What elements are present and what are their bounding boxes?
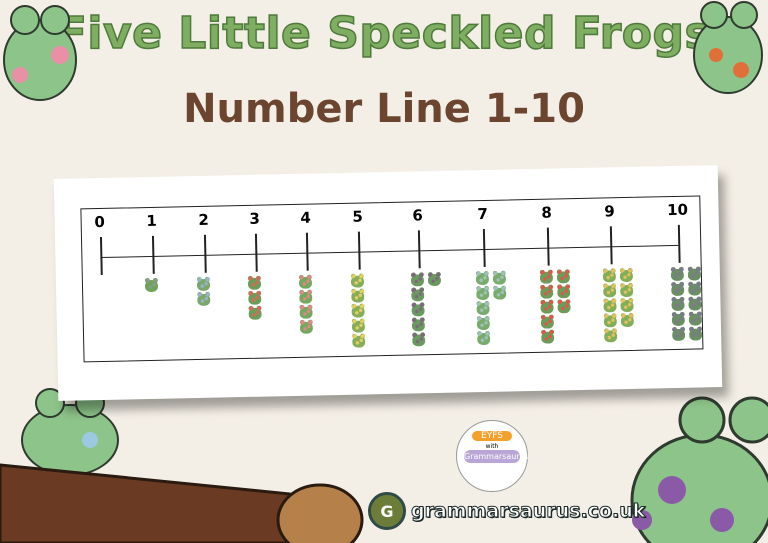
frog-icon [411,289,425,302]
frog-group-4 [298,276,332,334]
frog-icon [350,275,365,288]
frog-group-1 [144,279,177,293]
frog-group-5 [350,275,385,348]
frog-icon [604,330,618,343]
frog-icon [299,306,313,319]
frog-icon [476,317,491,331]
number-line-card: 0 1 2 3 4 5 6 7 8 9 10 [53,165,723,401]
frog-group-8 [539,271,574,344]
frog-icon [602,270,617,283]
frog-icon [540,316,554,329]
eyfs-badge: EYFS with Grammarsaurus [456,420,529,492]
frog-icon [556,271,571,284]
frog-icon [197,293,211,306]
tick-label-6: 6 [412,206,423,225]
frog-icon [410,274,425,287]
frog-icon [299,321,314,334]
frog-icon [492,272,507,285]
frog-icon [412,334,426,347]
frog-icon [196,278,211,291]
tick-10 [677,224,681,263]
frog-icon [688,298,702,311]
frog-top-right-illustration [693,1,763,94]
frog-icon [671,313,685,327]
number-line-box: 0 1 2 3 4 5 6 7 8 9 10 [80,195,705,363]
frog-icon [351,320,366,333]
frog-icon [687,268,702,281]
frog-icon [476,287,490,301]
badge-grammarsaurus: Grammarsaurus [464,450,529,463]
frog-icon [671,283,685,297]
frog-icon [351,305,365,318]
frog-bottom-right-illustration [630,396,768,543]
frog-icon [540,301,554,314]
number-line-axis [100,244,679,259]
frog-top-left-illustration [3,5,77,101]
badge-with: with [485,443,499,450]
frog-group-9 [602,269,637,343]
frog-icon [427,273,442,287]
log-illustration [0,463,364,543]
frog-group-10 [670,268,705,342]
frog-icon [671,298,685,312]
tick-label-5: 5 [352,207,364,226]
frog-icon [619,269,634,283]
frog-group-6 [410,273,445,347]
frog-icon [411,304,425,317]
page-subtitle: Number Line 1-10 [183,86,585,132]
tick-label-7: 7 [477,204,488,224]
tick-label-10: 10 [666,200,689,220]
frog-icon [672,328,686,342]
logo-icon: G [368,492,406,530]
tick-label-9: 9 [604,202,615,221]
frog-group-3 [247,277,281,320]
frog-icon [493,287,507,300]
frog-group-2 [196,278,230,306]
frog-icon [670,268,685,282]
frog-icon [688,283,702,296]
frog-icon [299,291,313,304]
frog-icon [540,286,554,299]
tick-label-0: 0 [94,212,106,232]
tick-label-2: 2 [198,210,210,229]
frog-icon [688,313,702,326]
logo-url[interactable]: grammarsaurus.co.uk [410,500,646,523]
frog-icon [248,307,262,320]
frog-icon [603,300,617,313]
tick-label-3: 3 [249,209,261,228]
frog-icon [351,290,365,303]
frog-icon [476,302,490,316]
badge-eyfs: EYFS [472,431,512,441]
frog-group-7 [475,272,510,346]
frog-icon [298,276,313,289]
tick-label-1: 1 [146,211,158,231]
frog-icon [539,271,554,284]
frog-icon [620,284,634,298]
page-title: Five Little Speckled Frogs [56,7,712,60]
frog-icon [603,315,617,328]
frog-icon [247,277,262,290]
frog-icon [475,272,490,286]
frog-icon [689,328,703,341]
grammarsaurus-logo[interactable]: G grammarsaurus.co.uk [368,492,646,530]
tick-label-4: 4 [300,208,312,227]
frog-icon [477,332,491,346]
frog-icon [411,319,426,332]
frog-icon [557,301,571,314]
frog-icon [352,335,366,348]
frog-icon [620,299,634,313]
frog-icon [603,285,617,298]
frog-icon [248,292,262,305]
frog-icon [144,279,159,293]
tick-label-8: 8 [541,203,552,222]
frog-icon [557,286,571,299]
frog-icon [620,314,634,328]
frog-icon [541,331,555,344]
